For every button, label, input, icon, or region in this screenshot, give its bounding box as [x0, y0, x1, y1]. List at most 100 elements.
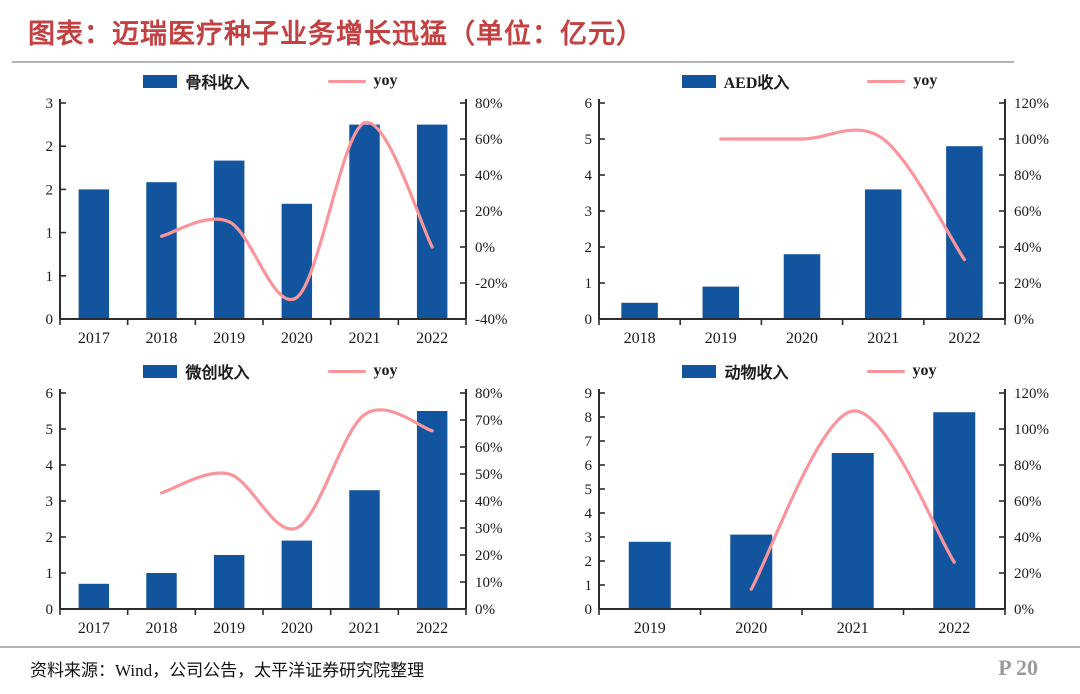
svg-text:2021: 2021	[867, 330, 899, 347]
svg-text:2022: 2022	[416, 330, 448, 347]
line-series-label: yoy	[913, 72, 938, 89]
chart-legend: 微创收入 yoy	[14, 359, 527, 383]
footer: 资料来源：Wind，公司公告，太平洋证券研究院整理 P 20	[0, 655, 1080, 681]
svg-text:2022: 2022	[948, 330, 980, 347]
svg-text:0: 0	[585, 312, 593, 328]
svg-text:80%: 80%	[475, 96, 503, 112]
svg-text:30%: 30%	[475, 521, 503, 537]
chart-panel-orthopedic-revenue: 骨科收入 yoy 0 1 1 2 2 3 -40% -20% 0% 20% 40% 60% 80% 201…	[14, 69, 527, 351]
bar-series-label: 微创收入	[185, 365, 250, 382]
svg-text:80%: 80%	[1014, 458, 1042, 474]
svg-text:0: 0	[585, 602, 593, 618]
svg-text:120%: 120%	[1014, 386, 1049, 402]
svg-text:4: 4	[46, 458, 54, 474]
svg-text:120%: 120%	[1014, 96, 1049, 112]
page-number: P 20	[998, 655, 1038, 680]
svg-text:0%: 0%	[475, 602, 495, 618]
svg-text:2017: 2017	[78, 620, 110, 637]
charts-grid: 骨科收入 yoy 0 1 1 2 2 3 -40% -20% 0% 20% 40% 60% 80% 201…	[14, 69, 1066, 641]
svg-text:2020: 2020	[786, 330, 818, 347]
svg-text:4: 4	[585, 168, 593, 184]
svg-text:5: 5	[585, 132, 593, 148]
svg-text:2019: 2019	[634, 620, 666, 637]
chart-panel-minimally-invasive-revenue: 微创收入 yoy 0 1 2 3 4 5 6 0% 10% 20% 30% 40% 50% 60% 70% 8…	[14, 359, 527, 641]
svg-text:1: 1	[46, 269, 54, 285]
svg-text:2021: 2021	[349, 330, 381, 347]
svg-text:-20%: -20%	[475, 276, 508, 292]
svg-text:60%: 60%	[1014, 204, 1042, 220]
svg-text:8: 8	[585, 410, 593, 426]
svg-text:0: 0	[46, 602, 54, 618]
svg-text:80%: 80%	[475, 386, 503, 402]
svg-text:10%: 10%	[475, 575, 503, 591]
line-series-swatch	[327, 79, 366, 83]
svg-text:2018: 2018	[146, 620, 178, 637]
svg-text:2019: 2019	[705, 330, 737, 347]
svg-text:40%: 40%	[475, 168, 503, 184]
svg-text:2: 2	[585, 554, 593, 570]
bar-series-swatch	[143, 364, 178, 378]
svg-text:2021: 2021	[837, 620, 869, 637]
bar-series-swatch	[681, 74, 716, 88]
svg-text:2020: 2020	[281, 330, 313, 347]
bar-series-label: AED收入	[723, 75, 790, 92]
chart-panel-animal-revenue: 动物收入 yoy 0 1 2 3 4 5 6 7 8 9 0% 20% 40% 60% 80% 100% 120…	[553, 359, 1066, 641]
svg-text:1: 1	[585, 276, 593, 292]
svg-text:2019: 2019	[213, 620, 245, 637]
svg-text:6: 6	[46, 386, 54, 402]
svg-text:6: 6	[585, 458, 593, 474]
svg-text:80%: 80%	[1014, 168, 1042, 184]
orthopedic-revenue-chart: 0 1 1 2 2 3 -40% -20% 0% 20% 40% 60% 80% 2017 2018 2019…	[46, 96, 508, 347]
svg-text:3: 3	[585, 530, 593, 546]
svg-text:2: 2	[46, 530, 54, 546]
svg-text:1: 1	[585, 578, 593, 594]
svg-text:2021: 2021	[349, 620, 381, 637]
top-divider	[12, 61, 1014, 63]
svg-text:60%: 60%	[1014, 494, 1042, 510]
line-series-swatch	[327, 369, 366, 373]
svg-text:3: 3	[585, 204, 593, 220]
line-series-swatch	[867, 79, 906, 83]
svg-text:20%: 20%	[1014, 566, 1042, 582]
chart-legend: 骨科收入 yoy	[14, 69, 527, 93]
svg-text:2: 2	[46, 182, 54, 198]
svg-text:40%: 40%	[1014, 240, 1042, 256]
line-series-label: yoy	[912, 362, 937, 379]
svg-text:0%: 0%	[1014, 602, 1034, 618]
bottom-divider	[0, 646, 1080, 648]
svg-text:0: 0	[46, 312, 54, 328]
svg-text:2017: 2017	[78, 330, 110, 347]
page-title: 图表：迈瑞医疗种子业务增长迅猛（单位：亿元）	[28, 19, 644, 49]
svg-text:70%: 70%	[475, 413, 503, 429]
svg-text:0%: 0%	[475, 240, 495, 256]
svg-text:100%: 100%	[1014, 132, 1049, 148]
chart-panel-aed-revenue: AED收入 yoy 0 1 2 3 4 5 6 0% 20% 40% 60% 80% 100% 120% 2…	[553, 69, 1066, 351]
svg-text:20%: 20%	[475, 548, 503, 564]
line-series-label: yoy	[373, 362, 398, 379]
chart-legend: AED收入 yoy	[553, 69, 1066, 93]
svg-text:0%: 0%	[1014, 312, 1034, 328]
svg-text:2022: 2022	[416, 620, 448, 637]
svg-text:3: 3	[46, 96, 54, 112]
svg-text:7: 7	[585, 434, 593, 450]
line-series-swatch	[866, 369, 905, 373]
bar-series-label: 动物收入	[724, 365, 789, 382]
svg-text:2020: 2020	[281, 620, 313, 637]
svg-text:60%: 60%	[475, 132, 503, 148]
svg-text:20%: 20%	[475, 204, 503, 220]
svg-text:2020: 2020	[735, 620, 767, 637]
svg-text:-40%: -40%	[475, 312, 508, 328]
svg-text:3: 3	[46, 494, 54, 510]
svg-text:20%: 20%	[1014, 276, 1042, 292]
svg-text:2018: 2018	[146, 330, 178, 347]
animal-revenue-chart: 0 1 2 3 4 5 6 7 8 9 0% 20% 40% 60% 80% 100% 120% 2019 2020…	[585, 386, 1050, 637]
svg-text:1: 1	[46, 226, 54, 242]
chart-legend: 动物收入 yoy	[553, 359, 1066, 383]
svg-text:2: 2	[46, 139, 54, 155]
svg-text:5: 5	[46, 422, 54, 438]
svg-text:60%: 60%	[475, 440, 503, 456]
svg-text:2019: 2019	[213, 330, 245, 347]
source-note: 资料来源：Wind，公司公告，太平洋证券研究院整理	[30, 660, 425, 680]
